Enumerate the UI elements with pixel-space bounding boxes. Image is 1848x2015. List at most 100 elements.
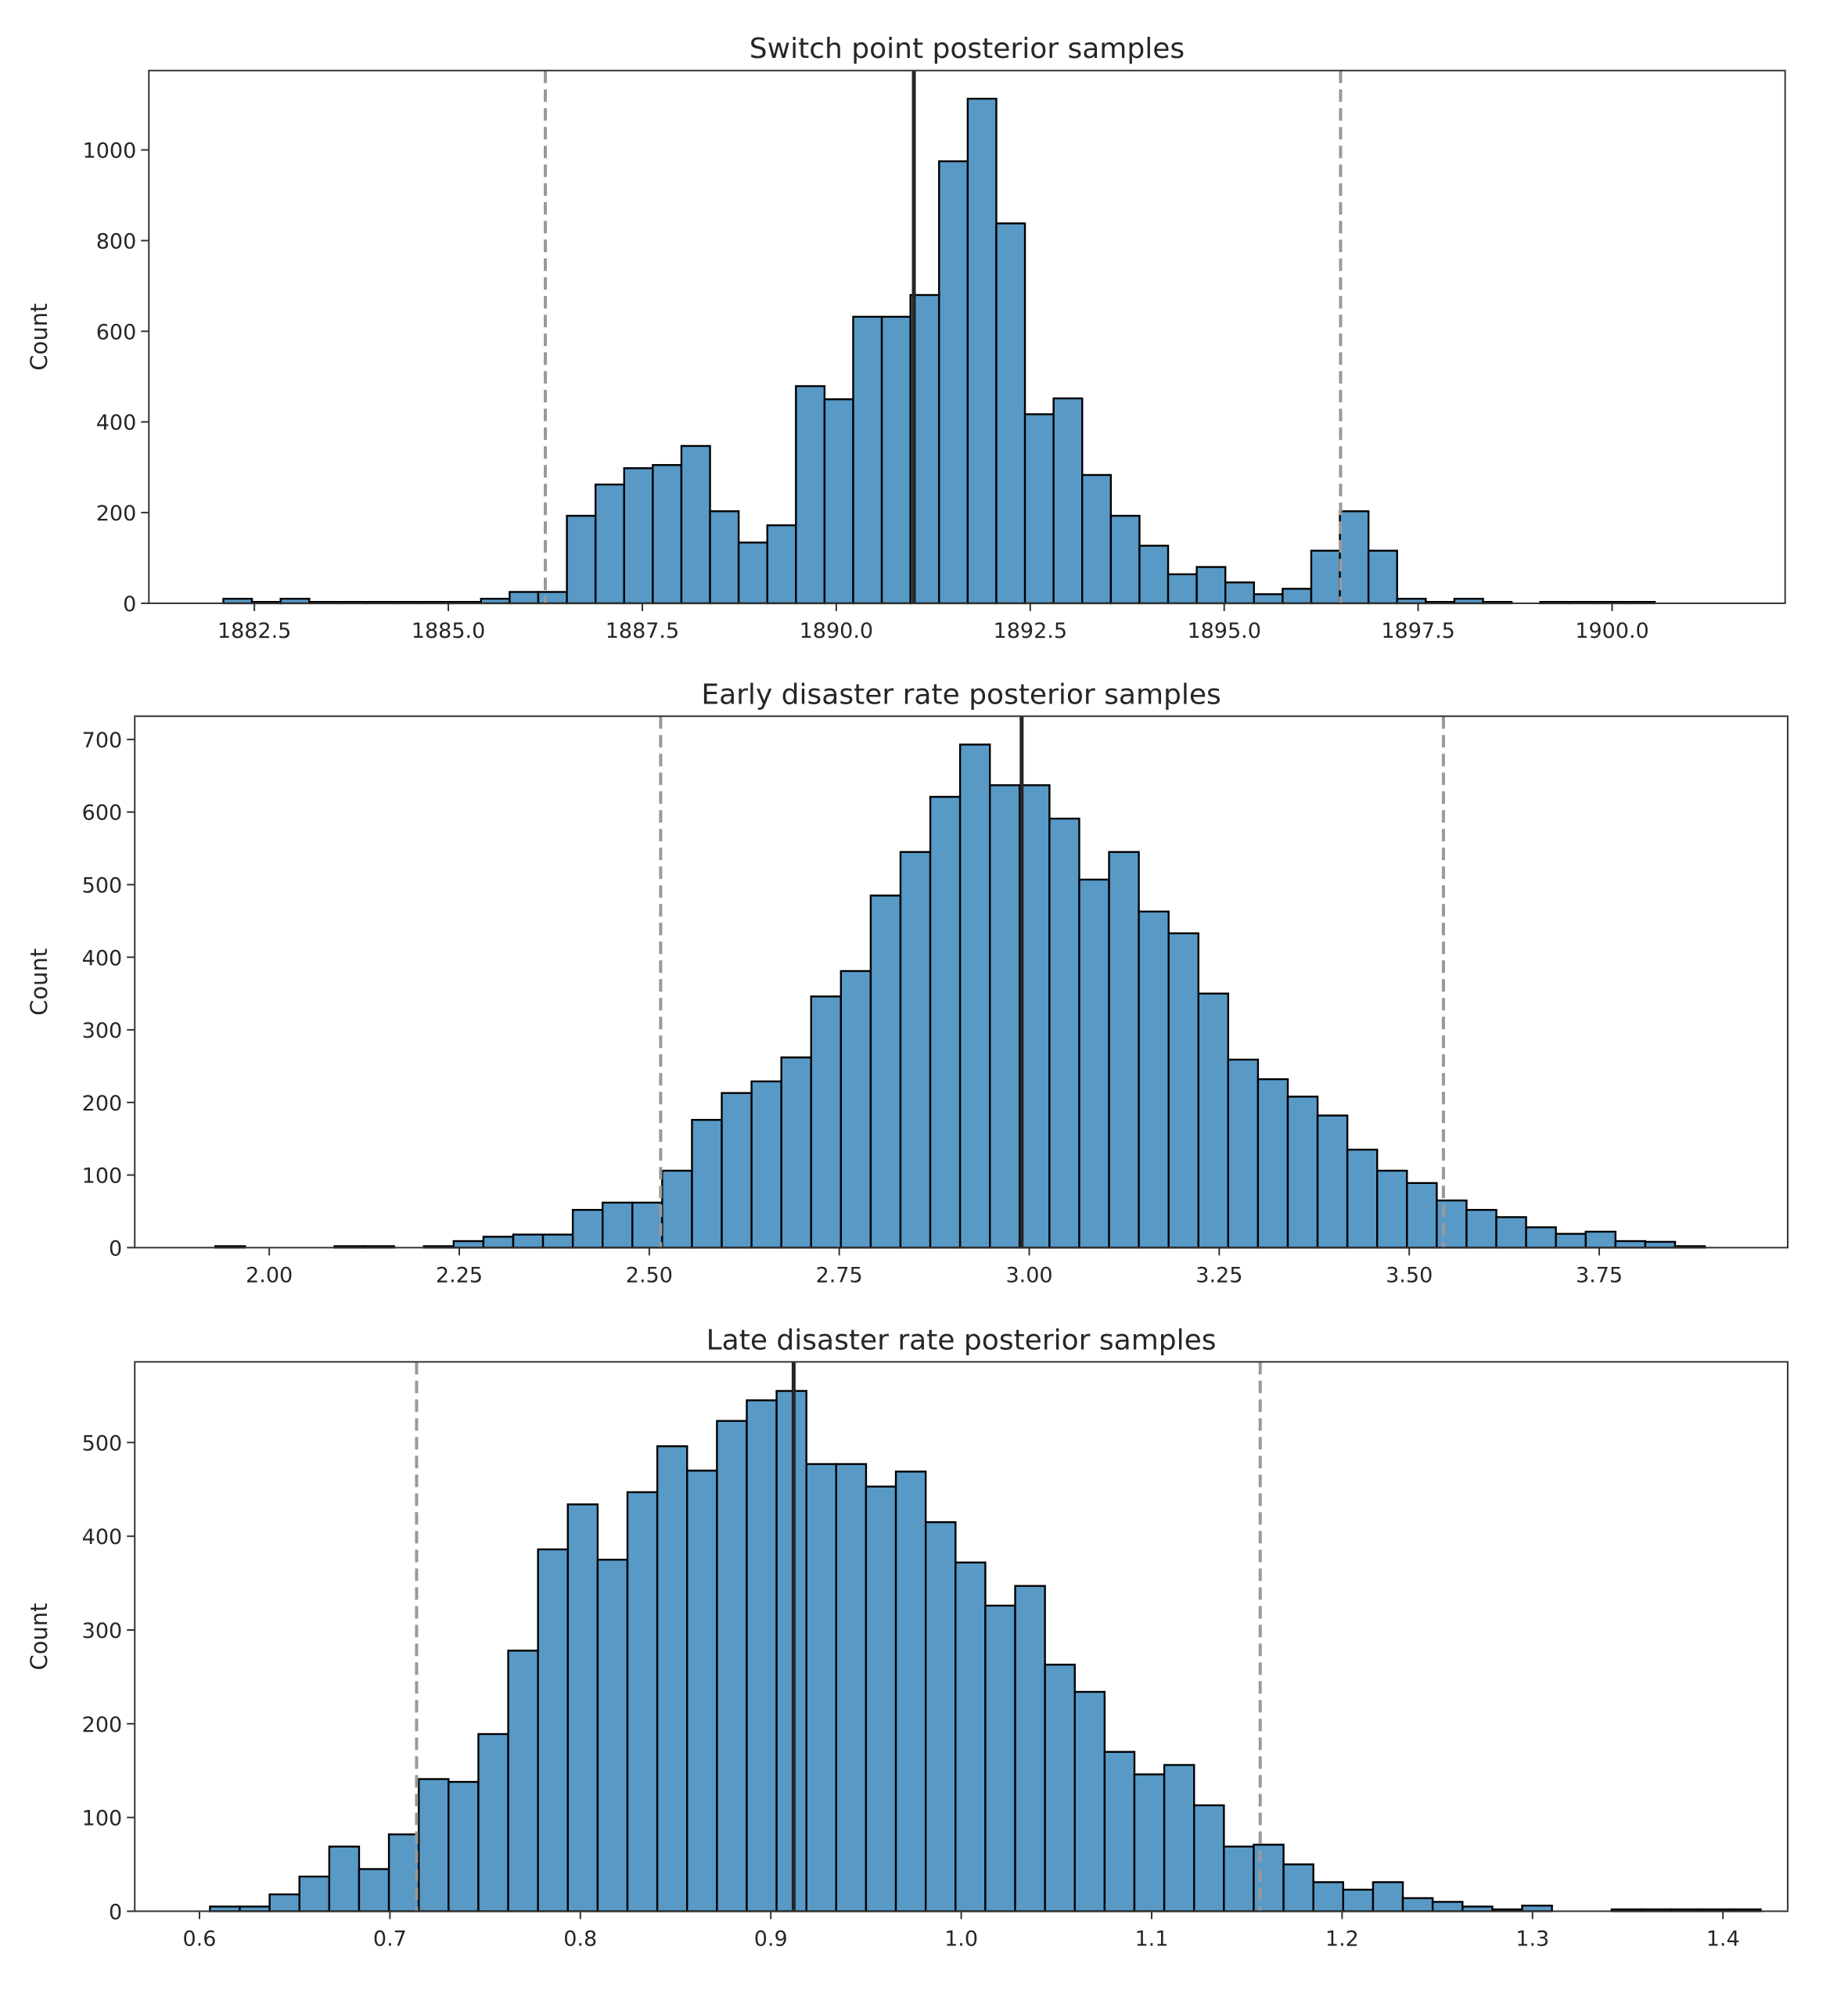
- histogram-bar: [823, 398, 854, 605]
- y-tick-label: 400: [82, 1525, 123, 1549]
- histogram-bar: [938, 160, 969, 605]
- histogram-bar: [1048, 817, 1080, 1249]
- histogram-bar: [1406, 1182, 1438, 1249]
- histogram-bar: [1584, 1230, 1617, 1249]
- subplot-switch-point: Switch point posterior samples Count 188…: [26, 33, 1786, 643]
- histogram-bar: [1014, 1585, 1046, 1912]
- histogram-bar: [566, 1503, 599, 1912]
- histogram-bar: [1253, 593, 1284, 605]
- chart-title: Early disaster rate posterior samples: [701, 678, 1221, 711]
- x-tick-label: 1887.5: [606, 619, 679, 643]
- y-tick-label: 600: [82, 801, 123, 826]
- histogram-bar: [840, 970, 872, 1249]
- histogram-bar: [631, 1201, 663, 1249]
- x-axis-ticks: 0.6 0.7 0.8 0.9 1.0 1.1 1.2 1.3 1.4: [183, 1911, 1740, 1951]
- x-tick-label: 0.8: [563, 1927, 597, 1951]
- histogram-bar: [512, 1233, 545, 1249]
- histogram-bar: [1133, 1773, 1166, 1912]
- y-tick-label: 500: [82, 874, 123, 898]
- histogram-bar: [780, 1056, 812, 1249]
- histogram-bar: [566, 514, 597, 605]
- histogram-bar: [1282, 1863, 1314, 1912]
- histogram-bar: [737, 542, 768, 605]
- histogram-bar: [1310, 549, 1341, 605]
- histogram-bar: [869, 894, 902, 1249]
- histogram-bar: [507, 1650, 539, 1912]
- histogram-bar: [298, 1875, 331, 1912]
- histogram-bar: [750, 1080, 782, 1249]
- histogram-bar: [795, 385, 826, 605]
- histogram-bar: [448, 1780, 480, 1912]
- histogram-bar: [1167, 573, 1198, 605]
- histogram-bar: [1078, 878, 1110, 1249]
- x-tick-label: 1882.5: [218, 619, 291, 643]
- histogram-bar: [571, 1208, 604, 1249]
- histogram-bar: [1372, 1881, 1404, 1912]
- x-tick-label: 3.00: [1005, 1263, 1052, 1287]
- subplot-early-rate: Early disaster rate posterior samples Co…: [26, 678, 1789, 1287]
- histogram-bar: [691, 1118, 723, 1249]
- y-tick-label: 200: [82, 1713, 123, 1737]
- y-axis-ticks: 0 100 200 300 400 500: [82, 1431, 135, 1924]
- histogram-bar: [1495, 1216, 1527, 1249]
- x-tick-label: 1895.0: [1187, 619, 1260, 643]
- histogram-bar: [1312, 1881, 1344, 1912]
- y-tick-label: 1000: [83, 139, 137, 164]
- x-tick-label: 1.0: [944, 1927, 978, 1951]
- histogram-bar: [1614, 1240, 1647, 1249]
- x-tick-label: 0.6: [183, 1927, 217, 1951]
- histogram-bar: [680, 444, 711, 605]
- histogram-bar: [958, 743, 991, 1249]
- x-tick-label: 0.9: [754, 1927, 788, 1951]
- histogram-bar: [1108, 851, 1140, 1249]
- x-tick-label: 2.25: [436, 1263, 483, 1287]
- histogram-bar: [1044, 1664, 1076, 1912]
- histogram-bar: [387, 1833, 420, 1912]
- histogram-bar: [1227, 1058, 1260, 1249]
- histogram-bar: [1109, 514, 1141, 605]
- histogram-bar: [766, 524, 797, 605]
- y-tick-label: 700: [82, 729, 123, 753]
- axes-frame: [134, 715, 1789, 1249]
- histogram-bars: [209, 1390, 1762, 1912]
- reference-lines: [659, 716, 1445, 1248]
- histogram-bar: [1431, 1901, 1464, 1912]
- histogram-bar: [656, 1445, 689, 1912]
- histogram-bar: [1257, 1078, 1289, 1249]
- histogram-bar: [709, 510, 740, 605]
- histogram-bar: [1163, 1764, 1195, 1912]
- histogram-bar: [541, 1233, 574, 1249]
- x-tick-label: 1.1: [1135, 1927, 1169, 1951]
- histogram-bar: [537, 1548, 569, 1912]
- histogram-bar: [716, 1419, 748, 1912]
- x-tick-label: 1890.0: [800, 619, 873, 643]
- axes-frame: [148, 70, 1786, 604]
- x-tick-label: 3.25: [1195, 1263, 1242, 1287]
- histogram-bar: [602, 1201, 634, 1249]
- histogram-bar: [417, 1778, 450, 1912]
- histogram-bar: [1644, 1240, 1677, 1249]
- y-tick-label: 200: [96, 502, 137, 526]
- reference-lines: [544, 70, 1343, 603]
- histogram-bar: [1253, 1844, 1285, 1912]
- histogram-bar: [626, 1491, 659, 1912]
- histogram-bar: [1286, 1096, 1319, 1249]
- histogram-bar: [1103, 1751, 1136, 1912]
- reference-lines: [415, 1362, 1262, 1912]
- y-tick-label: 100: [82, 1164, 123, 1189]
- y-axis-label: Count: [26, 948, 52, 1016]
- histogram-bar: [477, 1733, 509, 1912]
- y-tick-label: 400: [82, 946, 123, 970]
- x-tick-label: 0.7: [373, 1927, 407, 1951]
- histogram-bar: [1376, 1169, 1408, 1249]
- y-axis-label: Count: [26, 304, 52, 371]
- histogram-bar: [1339, 510, 1370, 605]
- histogram-bar: [509, 591, 540, 605]
- y-tick-label: 600: [96, 320, 137, 344]
- histogram-bar: [1282, 588, 1313, 605]
- histogram-bar: [810, 995, 843, 1249]
- histogram-bar: [1197, 992, 1230, 1249]
- histogram-bar: [1367, 549, 1398, 605]
- histogram-bar: [1346, 1148, 1379, 1249]
